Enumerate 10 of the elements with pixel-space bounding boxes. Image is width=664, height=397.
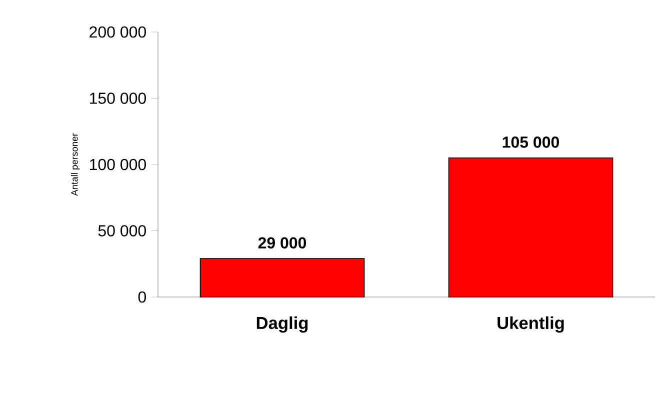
y-axis-title: Antall personer [70, 133, 80, 196]
y-tick-label: 150 000 [90, 92, 146, 104]
data-label: 29 000 [258, 237, 306, 249]
y-tick-label: 0 [138, 291, 146, 303]
data-label: 105 000 [502, 136, 559, 148]
y-tick-label: 200 000 [90, 26, 146, 38]
x-tick-label: Ukentlig [498, 316, 564, 333]
y-tick-label: 50 000 [98, 225, 146, 236]
y-tick-label: 100 000 [90, 158, 146, 170]
x-tick-label: Daglig [256, 316, 308, 333]
